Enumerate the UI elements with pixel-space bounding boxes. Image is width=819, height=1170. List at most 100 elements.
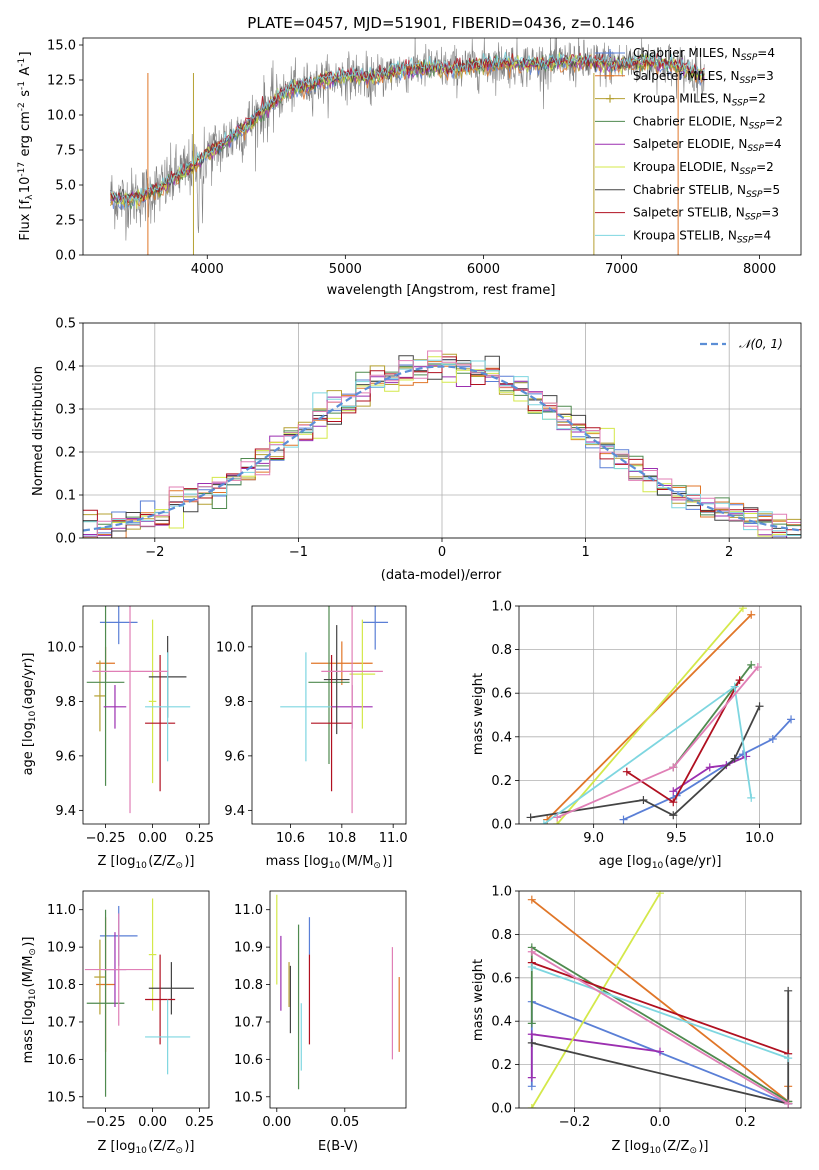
spectrum-frame — [82, 37, 802, 256]
y-tick-label: 10.8 — [47, 978, 76, 993]
mass-z-axes: −0.25 0.00 0.25 10.5 10.6 10.7 10.8 10.9 11.0 — [47, 890, 214, 1130]
x-tick-label: 10.6 — [276, 831, 305, 846]
x-tick-label: 11.0 — [379, 831, 408, 846]
marker-point — [787, 715, 796, 724]
legend-label: Salpeter ELODIE, NSSP=4 — [633, 137, 782, 154]
marker-point — [527, 947, 536, 956]
marker-point — [730, 682, 739, 691]
mw-z-axes: −0.2 0.0 0.2 0.0 0.2 0.4 0.6 0.8 1.0 — [491, 885, 802, 1130]
x-tick-label: 5000 — [329, 262, 362, 277]
y-tick-label: 2.5 — [55, 214, 76, 229]
y-tick-label: 1.0 — [491, 885, 512, 900]
marker-point — [619, 815, 628, 824]
spectrum-x-label: wavelength [Angstrom, rest frame] — [327, 283, 556, 298]
marker-point — [768, 734, 777, 743]
mass-weight-series — [553, 663, 762, 822]
y-tick-label: 10.9 — [234, 941, 263, 956]
y-tick-label: 10.6 — [234, 1053, 263, 1068]
y-tick-label: 0.8 — [491, 643, 512, 658]
legend-label: Salpeter MILES, NSSP=3 — [633, 69, 774, 86]
x-tick-label: 6000 — [467, 262, 500, 277]
marker-point — [784, 1099, 793, 1108]
y-tick-label: 9.8 — [224, 695, 245, 710]
legend-label: Chabrier MILES, NSSP=4 — [633, 46, 775, 63]
marker-point — [747, 793, 756, 802]
age-z-axes: −0.25 0.00 0.25 9.4 9.6 9.8 10.0 — [47, 605, 214, 846]
x-tick-label: −0.25 — [86, 1115, 126, 1130]
x-tick-label: 9.5 — [666, 831, 687, 846]
error-point — [84, 913, 153, 1026]
marker-point — [527, 962, 536, 971]
spectrum-title: PLATE=0457, MJD=51901, FIBERID=0436, z=0… — [247, 14, 634, 32]
marker-point — [527, 1019, 536, 1028]
age-z-y-label: age [log10 (age/yr)] — [21, 653, 38, 776]
marker-point — [527, 1038, 536, 1047]
error-point — [308, 606, 350, 765]
marker-point — [622, 767, 631, 776]
mass-weight-line — [556, 607, 744, 824]
error-point — [321, 606, 383, 814]
mass-z-x-label: Z [log10 (Z/Z⊙ )] — [98, 1139, 195, 1156]
mw-age-frame — [518, 605, 802, 825]
marker-point — [527, 1082, 536, 1091]
y-tick-label: 9.8 — [55, 695, 76, 710]
marker-point — [755, 702, 764, 711]
error-point — [362, 606, 389, 650]
y-tick-label: 10.0 — [47, 640, 76, 655]
error-point — [92, 606, 168, 814]
error-point — [323, 625, 350, 735]
legend-label: Kroupa MILES, NSSP=2 — [633, 92, 766, 109]
y-tick-label: 0.2 — [55, 446, 76, 461]
legend-label: Chabrier ELODIE, NSSP=2 — [633, 114, 783, 131]
age-mass-frame — [251, 605, 407, 825]
y-tick-label: 10.5 — [47, 1090, 76, 1105]
y-tick-label: 0.4 — [491, 730, 512, 745]
y-tick-label: 11.0 — [47, 903, 76, 918]
y-tick-label: 0.0 — [55, 249, 76, 264]
mass-weight-series — [539, 682, 756, 824]
model-spectrum — [110, 50, 705, 209]
marker-point — [527, 1073, 536, 1082]
y-tick-label: 10.6 — [47, 1053, 76, 1068]
mass-weight-series — [527, 891, 664, 1108]
model-spectrum — [110, 56, 705, 210]
error-point — [148, 619, 157, 784]
mw-age-axes: 9.0 9.5 10.0 0.0 0.2 0.4 0.6 0.8 1.0 — [491, 600, 802, 846]
y-tick-label: 12.5 — [47, 74, 76, 89]
y-tick-label: 0.3 — [55, 403, 76, 418]
y-tick-label: 0.2 — [491, 774, 512, 789]
marker-point — [784, 986, 793, 995]
y-tick-label: 0.4 — [55, 360, 76, 375]
error-point — [349, 619, 376, 729]
y-tick-label: 0.6 — [491, 971, 512, 986]
age-z-plot-area — [86, 606, 191, 814]
x-tick-label: 10.8 — [327, 831, 356, 846]
y-tick-label: 0.4 — [491, 1015, 512, 1030]
x-tick-label: 9.0 — [583, 831, 604, 846]
mass-weight-line — [672, 755, 747, 793]
marker-point — [747, 660, 756, 669]
y-tick-label: 10.7 — [234, 1015, 263, 1030]
mw-age-y-label: mass weight — [471, 673, 486, 755]
spectrum-legend: Chabrier MILES, NSSP=4 Salpeter MILES, NS… — [595, 46, 783, 245]
mass-weight-series — [527, 1030, 664, 1082]
x-tick-label: 0.25 — [185, 831, 214, 846]
marker-point — [606, 49, 614, 57]
marker-point — [669, 787, 678, 796]
y-tick-label: 9.4 — [55, 804, 76, 819]
mass-weight-line — [531, 892, 661, 1108]
mass-weight-series — [619, 715, 796, 824]
mass-ebv-axes: 0.00 0.05 10.5 10.6 10.7 10.8 10.9 11.0 — [234, 890, 407, 1130]
y-tick-label: 9.6 — [55, 749, 76, 764]
model-spectrum — [110, 56, 705, 208]
marker-point — [747, 610, 756, 619]
residual-hist-axes: −2 −1 0 1 2 0.0 0.1 0.2 0.3 0.4 0.5 — [55, 317, 802, 560]
x-tick-label: 7000 — [605, 262, 638, 277]
marker-point — [735, 676, 744, 685]
marker-point — [730, 754, 739, 763]
mw-age-plot-area — [526, 606, 796, 824]
y-tick-label: 10.5 — [234, 1090, 263, 1105]
x-tick-label: 0.00 — [138, 1115, 167, 1130]
y-tick-label: 9.4 — [224, 804, 245, 819]
